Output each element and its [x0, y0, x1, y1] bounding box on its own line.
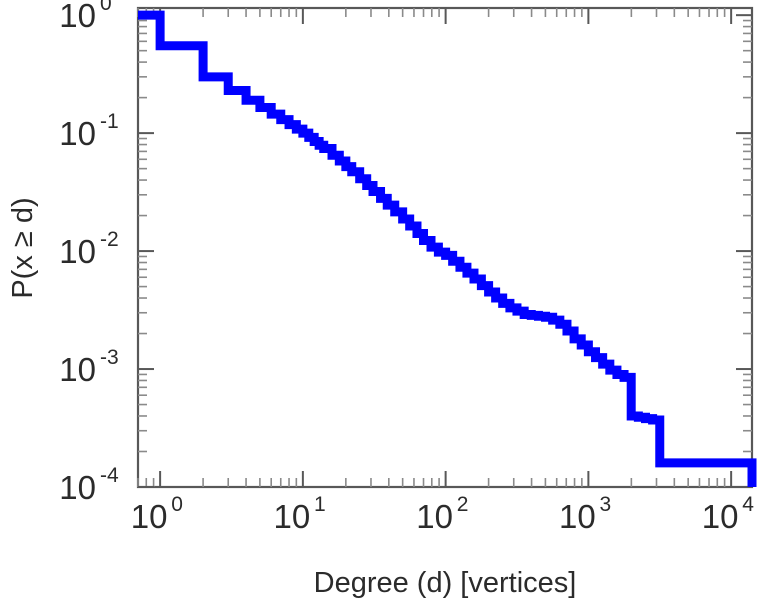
- x-tick-exponent: 4: [742, 493, 754, 516]
- y-axis-title: P(x ≥ d): [7, 197, 39, 298]
- y-tick-mantissa: 10: [59, 0, 96, 34]
- x-tick-mantissa: 10: [274, 498, 311, 535]
- x-axis-title: Degree (d) [vertices]: [314, 567, 577, 599]
- data-series-degree-ccdf: [138, 10, 757, 487]
- x-tick-exponent: 1: [314, 493, 326, 516]
- x-tick-label: 10 3: [559, 493, 611, 535]
- y-tick-exponent: -2: [100, 228, 119, 251]
- y-tick-exponent: -3: [100, 346, 119, 369]
- y-tick-label: 10 0: [59, 0, 111, 34]
- y-tick-exponent: 0: [100, 0, 112, 15]
- y-axis-ticks: [138, 14, 752, 488]
- y-tick-label: 10 -1: [59, 110, 118, 152]
- y-tick-exponent: -1: [100, 110, 119, 133]
- x-tick-mantissa: 10: [559, 498, 596, 535]
- x-tick-mantissa: 10: [702, 498, 739, 535]
- y-tick-label: 10 -3: [59, 346, 118, 388]
- x-tick-exponent: 2: [457, 493, 469, 516]
- x-tick-label: 10 0: [131, 493, 183, 535]
- x-tick-label: 10 4: [702, 493, 755, 535]
- y-tick-label: 10 -2: [59, 228, 118, 270]
- y-tick-mantissa: 10: [59, 351, 96, 388]
- y-tick-label: 10 -4: [59, 464, 119, 506]
- x-tick-exponent: 0: [171, 493, 183, 516]
- x-tick-label: 10 2: [416, 493, 468, 535]
- x-tick-mantissa: 10: [131, 498, 168, 535]
- x-tick-mantissa: 10: [416, 498, 453, 535]
- y-tick-mantissa: 10: [59, 233, 96, 270]
- y-tick-mantissa: 10: [59, 469, 96, 506]
- x-tick-exponent: 3: [600, 493, 612, 516]
- y-tick-exponent: -4: [100, 464, 119, 487]
- x-tick-label: 10 1: [274, 493, 326, 535]
- y-tick-mantissa: 10: [59, 115, 96, 152]
- x-axis-tick-labels: 10 0 10 1 10 2 10 3 10 4: [131, 493, 755, 535]
